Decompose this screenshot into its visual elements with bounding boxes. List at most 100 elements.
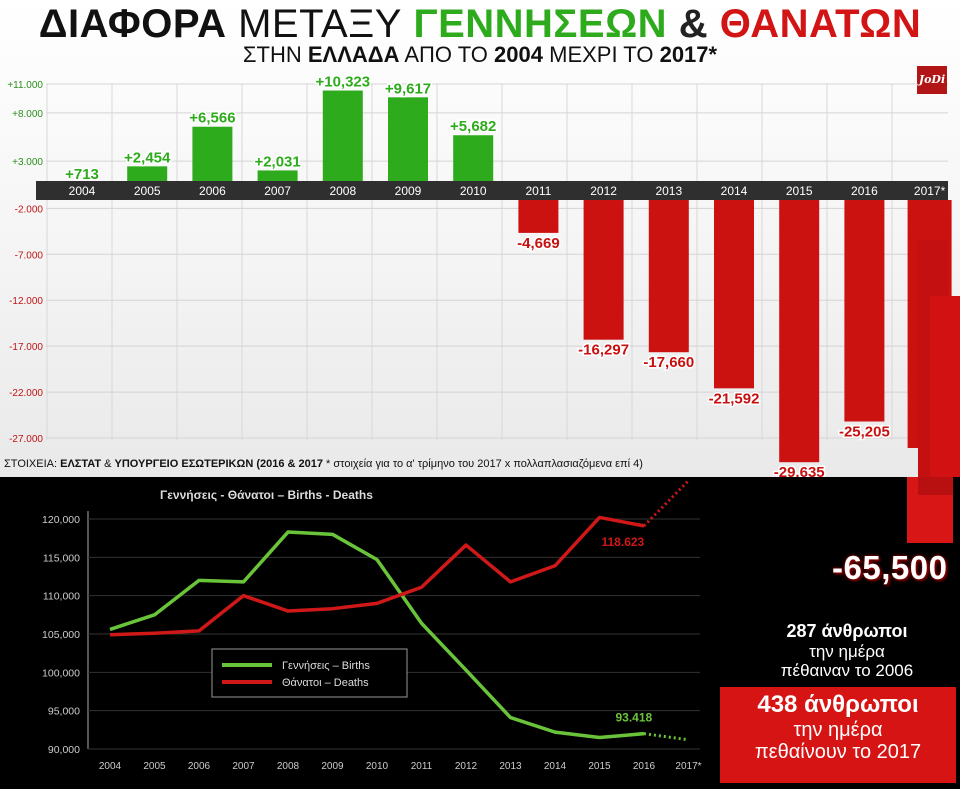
subtitle-part3: ΑΠΟ ΤΟ (404, 42, 488, 67)
data-label: +6,566 (189, 110, 235, 127)
y-tick-label: 100,000 (42, 667, 80, 679)
y-tick-label: 120,000 (42, 514, 80, 526)
x-tick-label: 2016 (633, 761, 656, 772)
x-tick-label: 2015 (588, 761, 611, 772)
y-tick-label: +8.000 (12, 109, 43, 120)
bar (518, 200, 559, 233)
bar (388, 97, 428, 181)
people-2017-line2: πεθαίνουν το 2017 (754, 741, 922, 763)
title-part2: ΜΕΤΑΞΥ (238, 2, 402, 46)
data-label: 118.623 (602, 535, 645, 549)
y-tick-label: 115,000 (43, 552, 80, 564)
y-tick-label: -22.000 (9, 388, 43, 399)
data-label: -17,660 (643, 354, 694, 371)
x-tick-label: 2014 (544, 761, 567, 772)
y-tick-label: -12.000 (9, 296, 43, 307)
source-prefix: ΣΤΟΙΧΕΙΑ: (4, 458, 58, 470)
source-amp: & (104, 458, 112, 470)
x-tick-label: 2010 (366, 761, 389, 772)
bar (257, 170, 298, 181)
total-2017-value: -65,500 (832, 549, 948, 586)
x-tick-label: 2011 (411, 761, 433, 772)
x-tick-label: 2004 (69, 184, 96, 198)
bar (192, 126, 233, 181)
bar (322, 90, 363, 181)
subtitle-part5: ΜΕΧΡΙ ΤΟ (549, 42, 654, 67)
y-tick-label: +3.000 (12, 157, 43, 168)
x-tick-label: 2012 (590, 184, 617, 198)
bar (127, 166, 168, 181)
data-label: 93.418 (616, 711, 653, 725)
source-footnote: * στοιχεία για το α' τρίμηνο του 2017 x … (326, 458, 643, 470)
x-tick-label: 2013 (655, 184, 682, 198)
bar-chart: +11.000 +8.000 +3.000 -2.000 -7.000 -12.000 -1… (7, 72, 960, 477)
title-part3: ΓΕΝΝΗΣΕΩΝ (413, 2, 668, 46)
chart-title: Γεννήσεις - Θάνατοι – Births - Deaths (160, 488, 373, 502)
data-label: +9,617 (385, 80, 431, 97)
y-tick-label: -27.000 (9, 434, 43, 445)
y-tick-label: +11.000 (7, 80, 43, 91)
subtitle-part1: ΣΤΗΝ (242, 42, 302, 67)
x-tick-label: 2006 (199, 184, 226, 198)
x-tick-label: 2014 (721, 184, 748, 198)
bar (648, 200, 689, 353)
x-tick-label: 2011 (525, 184, 551, 198)
series-line-projection (642, 479, 690, 527)
logo: JoDi (917, 66, 947, 94)
x-tick-label: 2009 (395, 184, 422, 198)
y-tick-label: 110,000 (43, 591, 80, 603)
legend-label: Θάνατοι – Deaths (282, 677, 369, 689)
legend-box (211, 648, 408, 698)
deaths-per-day-2006: 287 άνθρωποι την ημέρα πέθαιναν το 2006 (734, 620, 960, 680)
x-tick-label: 2004 (99, 761, 122, 772)
data-label: -29,635 (774, 464, 825, 477)
data-label: +713 (65, 166, 99, 183)
deaths-per-day-2017: 438 άνθρωποι την ημέρα πεθαίνουν το 2017 (720, 687, 956, 783)
data-label: -16,297 (578, 342, 629, 359)
data-label: -4,669 (517, 235, 560, 252)
x-tick-label: 2013 (499, 761, 522, 772)
x-tick-label: 2005 (143, 761, 166, 772)
bar (779, 200, 820, 463)
x-axis-band (36, 181, 948, 200)
subtitle-part6: 2017* (659, 42, 718, 67)
y-tick-label: 95,000 (48, 706, 80, 718)
data-label: -21,592 (709, 390, 760, 407)
data-label: +2,454 (124, 149, 171, 166)
x-tick-label: 2008 (277, 761, 300, 772)
legend-label: Γεννήσεις – Births (282, 660, 370, 672)
data-label: -25,205 (839, 424, 890, 441)
title-part5: ΘΑΝΑΤΩΝ (719, 2, 922, 46)
x-tick-label: 2007 (264, 184, 291, 198)
series-line (109, 530, 645, 740)
x-tick-label: 2017* (675, 761, 701, 772)
bar (714, 200, 754, 389)
x-tick-label: 2009 (321, 761, 344, 772)
x-tick-label: 2007 (232, 761, 255, 772)
y-tick-label: 105,000 (42, 629, 80, 641)
subtitle-part2: ΕΛΛΑΔΑ (307, 42, 400, 67)
source-note: ΣΤΟΙΧΕΙΑ: ΕΛΣΤΑΤ & ΥΠΟΥΡΓΕΙΟ ΕΣΩΤΕΡΙΚΩΝ … (4, 458, 643, 470)
data-label: +2,031 (254, 153, 300, 170)
page-title: ΔΙΑΦΟΡΑ ΜΕΤΑΞΥ ΓΕΝΝΗΣΕΩΝ & ΘΑΝΑΤΩΝ (0, 2, 960, 46)
x-tick-label: 2006 (188, 761, 211, 772)
x-tick-label: 2012 (455, 761, 478, 772)
people-2006-line2: πέθαιναν το 2006 (780, 661, 914, 680)
series-line (109, 515, 645, 637)
people-2006-line1: την ημέρα (809, 642, 885, 661)
page-subtitle: ΣΤΗΝ ΕΛΛΑΔΑ ΑΠΟ ΤΟ 2004 ΜΕΧΡΙ ΤΟ 2017* (0, 42, 960, 68)
bar (583, 200, 624, 340)
data-label: +10,323 (315, 74, 370, 91)
data-label: +5,682 (450, 118, 496, 135)
x-tick-label: 2005 (134, 184, 161, 198)
y-tick-label: 90,000 (48, 744, 80, 756)
bar (844, 200, 885, 422)
subtitle-part4: 2004 (494, 42, 543, 67)
source-org2: ΥΠΟΥΡΓΕΙΟ ΕΣΩΤΕΡΙΚΩΝ (2016 & 2017 (114, 458, 323, 470)
line-chart: Γεννήσεις - Θάνατοι – Births - Deaths 120… (42, 477, 953, 772)
bar-2017-extension (918, 477, 953, 495)
people-2017-count: 438 άνθρωποι (757, 691, 919, 718)
title-part4: & (678, 2, 709, 46)
bar-2017-extension (930, 296, 960, 477)
x-tick-label: 2008 (329, 184, 356, 198)
